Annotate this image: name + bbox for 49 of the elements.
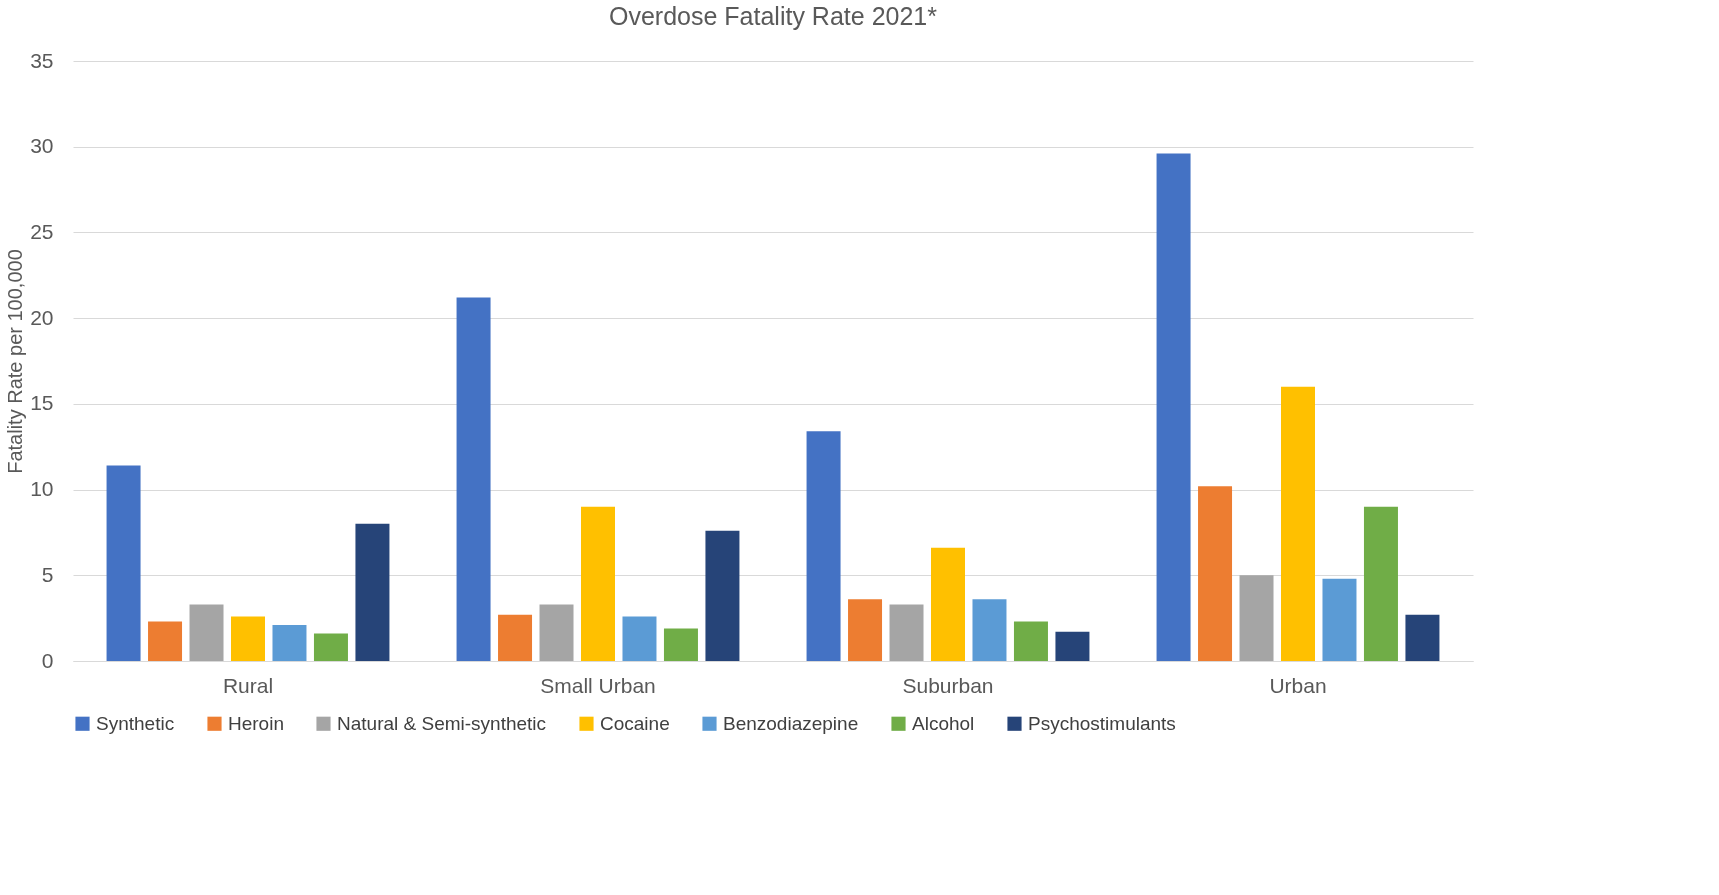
bar (1239, 575, 1274, 661)
bar (498, 614, 533, 661)
legend-label: Psychostimulants (1028, 712, 1176, 734)
legend-label: Synthetic (96, 712, 175, 734)
y-tick-label: 20 (30, 305, 54, 329)
legend-label: Alcohol (912, 712, 975, 734)
bar (622, 616, 657, 661)
bar (272, 625, 307, 661)
bar (355, 523, 390, 661)
bar (189, 604, 224, 661)
x-tick-label: Urban (1269, 673, 1327, 697)
bar (1363, 506, 1398, 661)
y-tick-label: 30 (30, 134, 54, 158)
y-tick-label: 5 (41, 562, 54, 586)
bar (1405, 614, 1440, 661)
bar (806, 431, 841, 661)
bar (231, 616, 265, 661)
bar (539, 604, 574, 661)
y-tick-label: 0 (41, 648, 54, 672)
x-tick-label: Rural (222, 673, 274, 697)
legend-label: Heroin (228, 712, 284, 734)
x-tick-label: Small Urban (540, 673, 656, 697)
y-tick-label: 10 (30, 477, 54, 501)
bar (456, 297, 491, 661)
y-tick-label: 25 (30, 219, 54, 243)
bar (663, 628, 698, 661)
bar (848, 599, 883, 661)
bar (1055, 631, 1090, 661)
bar (705, 530, 740, 661)
bar (1281, 386, 1315, 661)
bar (1013, 621, 1048, 661)
bar (972, 599, 1007, 661)
bar (581, 506, 615, 661)
bar (1156, 153, 1191, 661)
y-tick-label: 15 (30, 391, 54, 415)
bar (313, 633, 348, 661)
legend-label: Natural & Semi-synthetic (337, 712, 547, 734)
chart-title: Overdose Fatality Rate 2021* (609, 2, 938, 30)
y-tick-label: 35 (30, 48, 54, 72)
bar (148, 621, 183, 661)
y-axis-title: Fatality Rate per 100,000 (4, 249, 27, 474)
bar (889, 604, 924, 661)
bar (931, 547, 965, 661)
legend-label: Cocaine (600, 712, 670, 734)
legend-label: Benzodiazepine (723, 712, 859, 734)
bar (1322, 578, 1357, 661)
bar (106, 465, 141, 661)
x-tick-label: Suburban (902, 673, 994, 697)
bar (1198, 486, 1233, 661)
